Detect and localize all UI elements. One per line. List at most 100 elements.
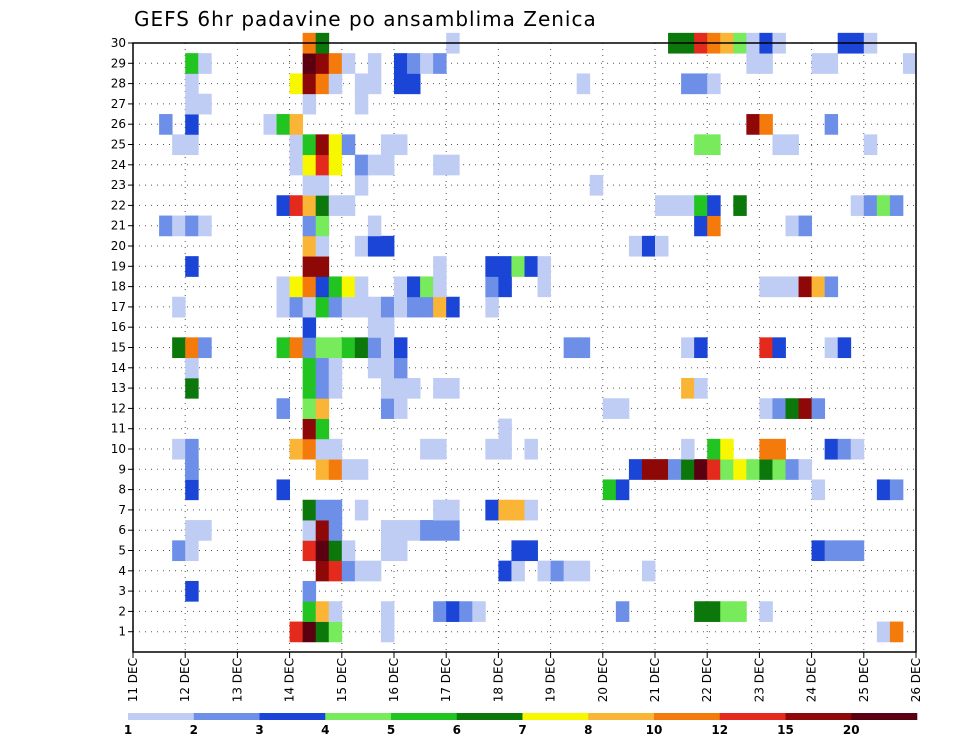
heatmap-cell — [511, 499, 525, 521]
heatmap-cell — [537, 560, 551, 582]
heatmap-cell — [655, 235, 669, 257]
heatmap-cell — [485, 256, 499, 277]
heatmap-cell — [341, 134, 356, 156]
y-tick-label: 25 — [111, 138, 126, 152]
x-axis-ticks: 11 DEC 12 DEC 13 DEC 14 DEC 15 DEC 16 DEC 17 D… — [126, 652, 923, 702]
heatmap-cell — [511, 540, 525, 562]
heatmap-cell — [315, 235, 330, 257]
heatmap-cell — [341, 296, 356, 318]
heatmap-cell — [837, 540, 852, 562]
heatmap-cell — [537, 256, 551, 277]
heatmap-cell — [707, 73, 721, 95]
heatmap-cell — [772, 276, 786, 298]
heatmap-cell — [367, 317, 382, 338]
heatmap-cell — [354, 499, 369, 521]
heatmap-cell — [498, 560, 512, 582]
heatmap-cell — [302, 195, 317, 216]
heatmap-cell — [172, 134, 186, 156]
heatmap-cell — [889, 479, 904, 501]
heatmap-cell — [315, 174, 330, 196]
heatmap-cell — [341, 560, 356, 582]
colorbar-swatch — [654, 713, 721, 720]
heatmap-cell — [824, 438, 839, 460]
heatmap-cell — [315, 499, 330, 521]
heatmap-cell — [707, 438, 721, 460]
heatmap-cell — [302, 256, 317, 277]
heatmap-cell — [394, 337, 408, 359]
heatmap-cell — [394, 357, 408, 379]
heatmap-cell — [302, 134, 317, 156]
colorbar-swatch — [522, 713, 589, 720]
heatmap-cell — [198, 337, 212, 359]
heatmap-cell — [302, 235, 317, 257]
heatmap-cell — [798, 398, 812, 419]
colorbar-label: 3 — [255, 723, 263, 737]
heatmap-cell — [824, 540, 839, 562]
heatmap-cell — [315, 459, 330, 480]
heatmap-cell — [615, 601, 630, 622]
heatmap-cell — [354, 560, 369, 582]
heatmap-cell — [524, 438, 538, 460]
heatmap-cell — [407, 53, 421, 74]
heatmap-cell — [367, 296, 382, 318]
heatmap-cell — [694, 377, 708, 399]
heatmap-cell — [394, 540, 408, 562]
heatmap-cell — [772, 398, 786, 419]
colorbar-swatch — [588, 713, 655, 720]
heatmap-cell — [354, 337, 369, 359]
heatmap-cell — [315, 195, 330, 216]
heatmap-cell — [315, 134, 330, 156]
heatmap-cell — [367, 235, 382, 257]
heatmap-cell — [185, 73, 199, 95]
heatmap-cell — [681, 438, 695, 460]
heatmap-cell — [433, 438, 447, 460]
heatmap-cell — [785, 134, 799, 156]
heatmap-cell — [302, 174, 317, 196]
heatmap-cell — [889, 621, 904, 643]
heatmap-cell — [289, 73, 304, 95]
heatmap-cell — [354, 296, 369, 318]
heatmap-cell — [824, 276, 839, 298]
colorbar-label: 4 — [321, 723, 329, 737]
heatmap-cell — [433, 53, 447, 74]
heatmap-cell — [720, 438, 734, 460]
heatmap-cell — [707, 215, 721, 237]
heatmap-cell — [850, 438, 865, 460]
heatmap-cell — [315, 418, 330, 440]
heatmap-cell — [302, 520, 317, 541]
colorbar-label: 5 — [387, 723, 395, 737]
heatmap-cell — [420, 438, 434, 460]
heatmap-cell — [315, 154, 330, 176]
heatmap-cell — [172, 540, 186, 562]
heatmap-cell — [511, 256, 525, 277]
heatmap-cell — [328, 337, 343, 359]
heatmap-cell — [498, 256, 512, 277]
heatmap-cell — [380, 317, 395, 338]
heatmap-cell — [315, 398, 330, 419]
heatmap-cell — [576, 73, 591, 95]
heatmap-cell — [289, 134, 304, 156]
heatmap-cell — [341, 276, 356, 298]
heatmap-cell — [315, 520, 330, 541]
heatmap-cell — [628, 235, 643, 257]
heatmap-cell — [446, 296, 460, 318]
heatmap-cell — [694, 337, 708, 359]
heatmap-cell — [746, 459, 760, 480]
heatmap-cell — [785, 215, 799, 237]
heatmap-cell — [276, 296, 290, 318]
heatmap-cell — [798, 276, 812, 298]
y-tick-label: 27 — [111, 97, 126, 111]
heatmap-cell — [341, 540, 356, 562]
y-tick-label: 8 — [118, 483, 126, 497]
x-tick-label: 26 DEC — [909, 658, 923, 702]
heatmap-cell — [302, 621, 317, 643]
heatmap-cell — [433, 520, 447, 541]
heatmap-cell — [394, 520, 408, 541]
heatmap-cell — [863, 134, 878, 156]
heatmap-cell — [433, 256, 447, 277]
heatmap-cell — [341, 337, 356, 359]
heatmap-cell — [485, 499, 499, 521]
heatmap-cell — [733, 195, 747, 216]
heatmap-cell — [694, 73, 708, 95]
heatmap-cell — [446, 499, 460, 521]
